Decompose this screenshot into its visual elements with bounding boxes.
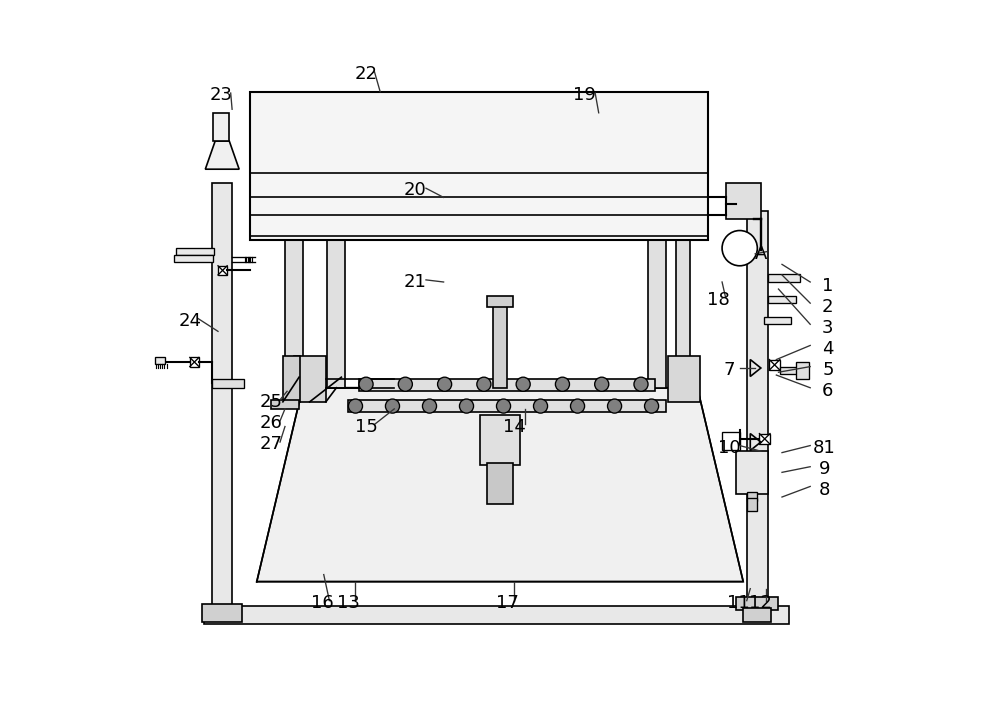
Circle shape xyxy=(398,377,412,391)
Text: 24: 24 xyxy=(178,312,201,330)
Circle shape xyxy=(571,399,585,413)
Text: 7: 7 xyxy=(723,361,735,379)
FancyBboxPatch shape xyxy=(202,604,242,622)
FancyBboxPatch shape xyxy=(743,608,771,622)
FancyBboxPatch shape xyxy=(327,226,345,388)
FancyBboxPatch shape xyxy=(764,317,791,324)
FancyBboxPatch shape xyxy=(487,296,513,307)
Circle shape xyxy=(359,377,373,391)
Text: 27: 27 xyxy=(259,435,282,453)
FancyBboxPatch shape xyxy=(218,266,227,275)
Text: 9: 9 xyxy=(819,460,830,478)
FancyBboxPatch shape xyxy=(176,248,214,255)
FancyBboxPatch shape xyxy=(796,362,809,379)
FancyBboxPatch shape xyxy=(212,379,244,388)
Text: 15: 15 xyxy=(355,417,377,436)
FancyBboxPatch shape xyxy=(747,492,757,501)
Text: 21: 21 xyxy=(404,273,427,291)
FancyBboxPatch shape xyxy=(780,367,801,374)
Circle shape xyxy=(516,377,530,391)
Circle shape xyxy=(477,377,491,391)
FancyBboxPatch shape xyxy=(174,255,213,262)
Circle shape xyxy=(595,377,609,391)
Text: 10: 10 xyxy=(718,439,740,457)
FancyBboxPatch shape xyxy=(768,296,796,303)
Text: 18: 18 xyxy=(707,290,730,309)
Text: 8: 8 xyxy=(819,481,830,499)
FancyBboxPatch shape xyxy=(213,113,229,141)
FancyBboxPatch shape xyxy=(212,183,232,606)
Text: 12: 12 xyxy=(749,594,772,612)
FancyBboxPatch shape xyxy=(747,498,757,511)
FancyBboxPatch shape xyxy=(285,226,303,388)
Text: 17: 17 xyxy=(496,594,518,612)
Text: 26: 26 xyxy=(259,414,282,432)
FancyBboxPatch shape xyxy=(480,415,520,465)
Circle shape xyxy=(645,399,659,413)
Text: 20: 20 xyxy=(404,181,427,200)
FancyBboxPatch shape xyxy=(348,400,666,412)
Circle shape xyxy=(634,377,648,391)
FancyBboxPatch shape xyxy=(769,360,780,370)
Circle shape xyxy=(438,377,452,391)
Circle shape xyxy=(348,399,363,413)
FancyBboxPatch shape xyxy=(676,226,690,388)
FancyBboxPatch shape xyxy=(648,226,666,388)
Text: 14: 14 xyxy=(503,417,526,436)
Text: 2: 2 xyxy=(822,298,834,316)
Text: 6: 6 xyxy=(822,382,834,400)
Text: 1: 1 xyxy=(822,276,834,295)
Circle shape xyxy=(533,399,548,413)
Circle shape xyxy=(555,377,569,391)
Text: 3: 3 xyxy=(822,319,834,337)
FancyBboxPatch shape xyxy=(250,92,708,240)
FancyBboxPatch shape xyxy=(493,303,507,388)
Text: A: A xyxy=(755,245,767,263)
FancyBboxPatch shape xyxy=(726,183,761,219)
FancyBboxPatch shape xyxy=(190,357,199,367)
Text: 25: 25 xyxy=(259,393,282,411)
Circle shape xyxy=(459,399,474,413)
Text: 13: 13 xyxy=(337,594,360,612)
Text: 23: 23 xyxy=(210,86,233,104)
Polygon shape xyxy=(205,141,239,169)
FancyBboxPatch shape xyxy=(294,356,326,402)
Circle shape xyxy=(722,231,757,266)
FancyBboxPatch shape xyxy=(283,356,300,402)
Circle shape xyxy=(608,399,622,413)
Text: 22: 22 xyxy=(355,65,378,83)
Text: 81: 81 xyxy=(813,439,836,457)
Text: 19: 19 xyxy=(573,86,596,104)
FancyBboxPatch shape xyxy=(747,212,768,606)
FancyBboxPatch shape xyxy=(768,274,800,282)
FancyBboxPatch shape xyxy=(487,463,513,504)
FancyBboxPatch shape xyxy=(668,356,700,402)
Text: 5: 5 xyxy=(822,361,834,379)
FancyBboxPatch shape xyxy=(155,357,165,364)
FancyBboxPatch shape xyxy=(204,606,789,624)
Text: 16: 16 xyxy=(311,594,334,612)
FancyBboxPatch shape xyxy=(359,379,655,391)
FancyBboxPatch shape xyxy=(759,434,770,444)
FancyBboxPatch shape xyxy=(736,451,768,493)
Circle shape xyxy=(422,399,437,413)
Text: 4: 4 xyxy=(822,340,834,358)
FancyBboxPatch shape xyxy=(736,597,778,610)
Text: 11: 11 xyxy=(727,594,750,612)
Polygon shape xyxy=(257,388,743,582)
Circle shape xyxy=(496,399,511,413)
Circle shape xyxy=(385,399,400,413)
FancyBboxPatch shape xyxy=(271,400,299,409)
